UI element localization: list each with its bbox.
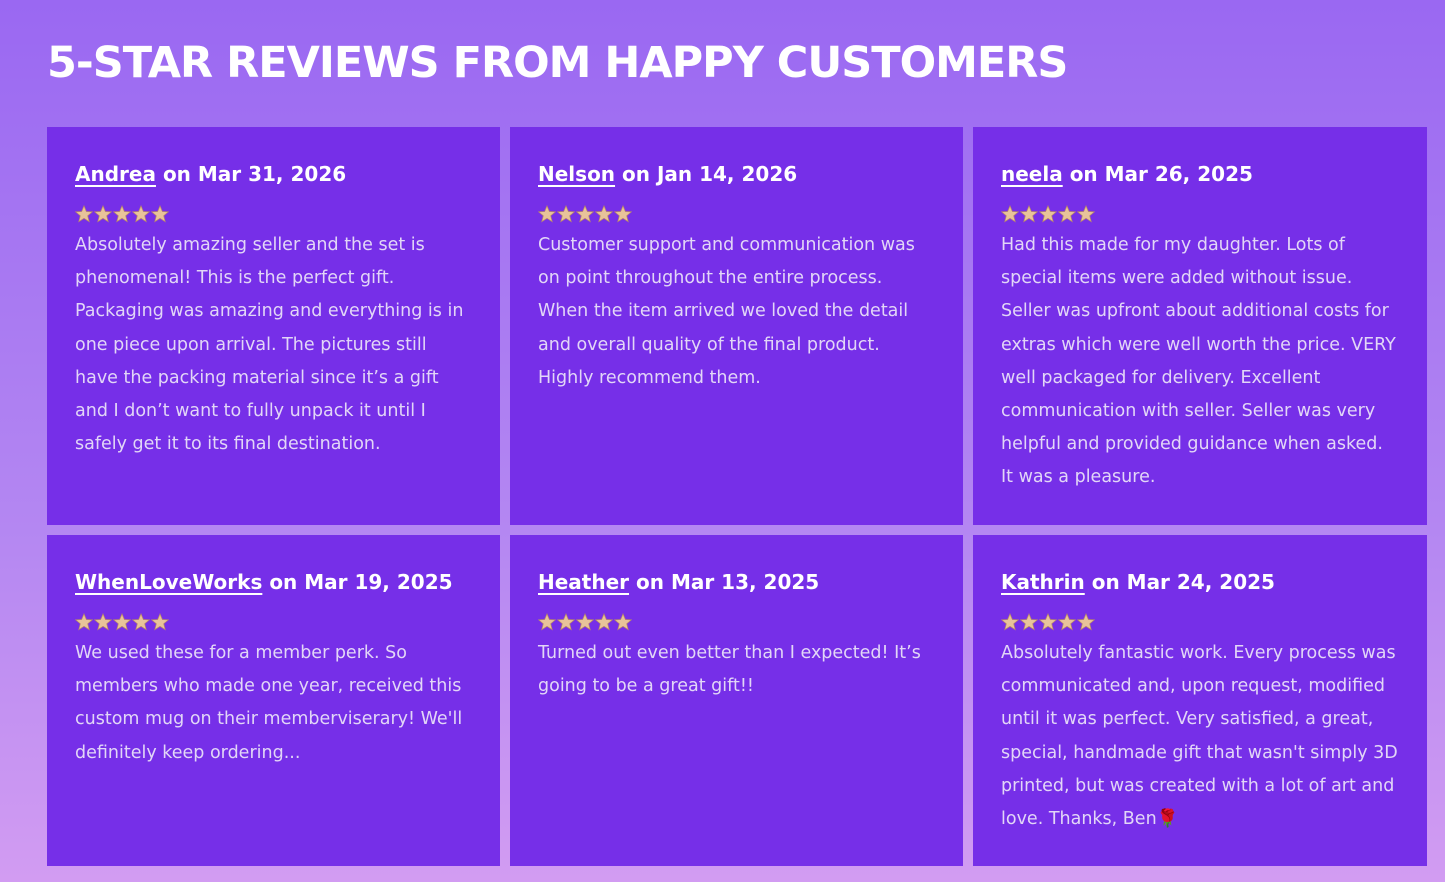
review-date: on Mar 31, 2026 [162,162,347,186]
star-shape [75,613,93,631]
star-shape [538,205,556,223]
star [151,205,169,223]
star [1039,613,1057,631]
star-shape [151,205,169,223]
star [113,205,131,223]
review-text: Absolutely fantastic work. Every process… [1001,643,1398,830]
review-card: Kathrin on Mar 24, 2025 Absolutely fantas… [973,535,1427,866]
star-shape [75,205,93,223]
review-card: Nelson on Jan 14, 2026 Customer support a… [510,127,963,525]
star [94,613,112,631]
reviewer-name[interactable]: Andrea [75,162,156,186]
star [94,205,112,223]
star-shape [132,205,150,223]
review-header: Kathrin on Mar 24, 2025 [1001,567,1399,597]
star [557,205,575,223]
review-header: WhenLoveWorks on Mar 19, 2025 [75,567,472,597]
review-date: on Jan 14, 2026 [622,162,798,186]
review-date: on Mar 19, 2025 [269,570,453,594]
review-card: Heather on Mar 13, 2025 Turned out even b… [510,535,963,866]
star-rating [1001,613,1399,633]
star-shape [1039,205,1057,223]
star [75,613,93,631]
star-shape [151,613,169,631]
star-shape [614,613,632,631]
star [576,205,594,223]
review-header: Andrea on Mar 31, 2026 [75,159,472,189]
review-card: Andrea on Mar 31, 2026 Absolutely amazing… [47,127,500,525]
star-shape [1001,205,1019,223]
star-shape [132,613,150,631]
star [1001,205,1019,223]
star [1077,613,1095,631]
review-text: Turned out even better than I expected! … [538,643,921,697]
star [538,205,556,223]
star [595,613,613,631]
star-shape [1001,613,1019,631]
review-text: Had this made for my daughter. Lots of s… [1001,235,1396,488]
reviewer-name[interactable]: neela [1001,162,1063,186]
star [614,613,632,631]
star-shape [1039,613,1057,631]
star-shape [557,205,575,223]
star-shape [113,613,131,631]
reviewer-name[interactable]: Kathrin [1001,570,1085,594]
star-shape [94,205,112,223]
star-shape [1077,205,1095,223]
star-shape [538,613,556,631]
star-rating [1001,205,1399,225]
star [614,205,632,223]
star-rating [75,205,472,225]
reviewer-name[interactable]: Heather [538,570,630,594]
star-shape [1058,205,1076,223]
star-shape [576,205,594,223]
star-rating [538,613,935,633]
star [538,613,556,631]
star-shape [1020,205,1038,223]
star [75,205,93,223]
review-text: Absolutely amazing seller and the set is… [75,235,464,455]
star [1020,613,1038,631]
star-shape [1058,613,1076,631]
star-shape [614,205,632,223]
review-card: neela on Mar 26, 2025 Had this made for m… [973,127,1427,525]
star [1058,205,1076,223]
review-date: on Mar 13, 2025 [636,570,820,594]
review-header: Heather on Mar 13, 2025 [538,567,935,597]
star-shape [113,205,131,223]
star [1058,613,1076,631]
star [595,205,613,223]
review-header: neela on Mar 26, 2025 [1001,159,1399,189]
star [132,613,150,631]
star-rating [75,613,472,633]
star [1039,205,1057,223]
star [557,613,575,631]
star-shape [94,613,112,631]
star [1020,205,1038,223]
review-date: on Mar 26, 2025 [1069,162,1253,186]
star-shape [595,205,613,223]
star-shape [557,613,575,631]
reviewer-name[interactable]: Nelson [538,162,616,186]
review-header: Nelson on Jan 14, 2026 [538,159,935,189]
star-rating [538,205,935,225]
review-text: We used these for a member perk. So memb… [75,643,463,763]
star [1077,205,1095,223]
review-text: Customer support and communication was o… [538,235,915,388]
star-shape [576,613,594,631]
page-title: 5-STAR REVIEWS FROM HAPPY CUSTOMERS [47,38,1068,88]
review-date: on Mar 24, 2025 [1091,570,1275,594]
star-shape [1020,613,1038,631]
star-shape [595,613,613,631]
star [151,613,169,631]
review-card: WhenLoveWorks on Mar 19, 2025 We used the… [47,535,500,866]
star-shape [1077,613,1095,631]
reviewer-name[interactable]: WhenLoveWorks [75,570,263,594]
star [1001,613,1019,631]
star [132,205,150,223]
star [113,613,131,631]
star [576,613,594,631]
